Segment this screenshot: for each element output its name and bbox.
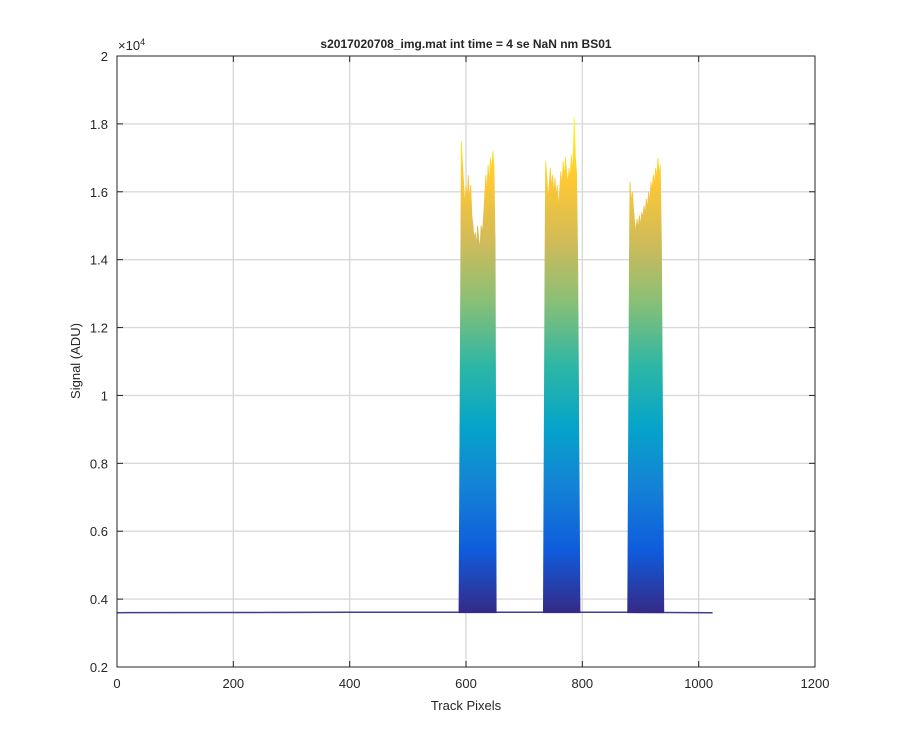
x-tick-label: 200 <box>222 676 244 691</box>
y-tick-label: 1.2 <box>90 321 108 336</box>
y-tick-label: 0.2 <box>90 660 108 675</box>
peak-3 <box>627 157 665 614</box>
y-tick-label: 2 <box>101 49 108 64</box>
x-axis-ticks: 0 200 400 600 800 1000 1200 <box>113 56 829 691</box>
y-axis-ticks: 0.2 0.4 0.6 0.8 1 1.2 1.4 1.6 1.8 2 <box>90 49 815 675</box>
y-tick-label: 0.6 <box>90 524 108 539</box>
x-axis-label: Track Pixels <box>431 698 502 713</box>
y-tick-label: 0.8 <box>90 456 108 471</box>
baseline-line <box>117 611 713 614</box>
x-tick-label: 600 <box>455 676 477 691</box>
y-axis-exponent: ×104 <box>118 37 145 53</box>
data-series <box>117 117 713 614</box>
y-axis-label: Signal (ADU) <box>68 323 83 399</box>
x-tick-label: 0 <box>113 676 120 691</box>
x-tick-label: 1200 <box>801 676 830 691</box>
x-tick-label: 400 <box>339 676 361 691</box>
y-tick-label: 0.4 <box>90 592 108 607</box>
y-tick-label: 1.8 <box>90 117 108 132</box>
y-tick-label: 1 <box>101 388 108 403</box>
x-tick-label: 800 <box>571 676 593 691</box>
y-tick-label: 1.4 <box>90 253 108 268</box>
chart-title: s2017020708_img.mat int time = 4 se NaN … <box>320 37 611 51</box>
peak-2 <box>543 117 581 614</box>
peak-1 <box>458 140 497 614</box>
x-tick-label: 1000 <box>684 676 713 691</box>
y-tick-label: 1.6 <box>90 185 108 200</box>
